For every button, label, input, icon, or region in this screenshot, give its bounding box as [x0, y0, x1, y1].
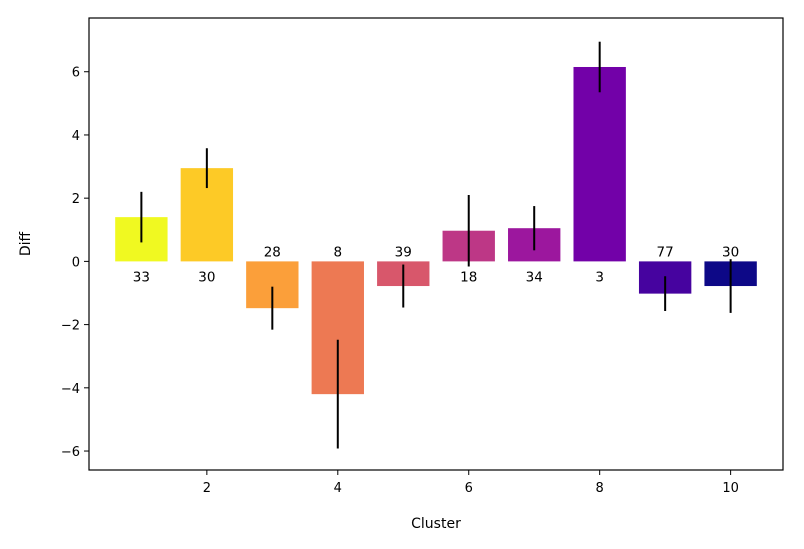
- bar-count-label: 30: [198, 269, 215, 285]
- x-tick-label: 2: [203, 481, 211, 496]
- bar-count-label: 18: [460, 269, 477, 285]
- y-axis-label: Diff: [18, 231, 34, 256]
- x-tick-label: 8: [596, 481, 604, 496]
- y-tick-label: 6: [72, 66, 80, 81]
- x-tick-label: 10: [722, 481, 739, 496]
- error-bars-layer: [140, 41, 732, 449]
- bar-count-label: 8: [333, 244, 342, 260]
- y-tick-label: −2: [61, 319, 80, 334]
- bar: [573, 66, 626, 262]
- bar-count-label: 30: [722, 244, 739, 260]
- x-tick-label: 6: [465, 481, 473, 496]
- y-tick-label: 4: [72, 129, 80, 144]
- bar-labels-layer: 33 30 28 8 39 18 34 3 77 30: [133, 244, 739, 285]
- y-tick-label: −4: [61, 382, 80, 397]
- plot-frame: [88, 17, 784, 471]
- x-tick-label: 4: [334, 481, 342, 496]
- y-tick-label: −6: [61, 445, 80, 460]
- x-axis-label: Cluster: [411, 516, 461, 532]
- bar-count-label: 39: [395, 244, 412, 260]
- y-tick-label: 0: [72, 255, 80, 270]
- bar-count-label: 33: [133, 269, 150, 285]
- bar-count-label: 28: [264, 244, 281, 260]
- y-axis-ticks: −6 −4 −2 0 2 4 6: [61, 66, 89, 460]
- bar-count-label: 77: [657, 244, 674, 260]
- x-axis-ticks: 2 4 6 8 10: [203, 470, 739, 496]
- bars-layer: [115, 66, 757, 395]
- bar-count-label: 3: [595, 269, 604, 285]
- y-tick-label: 2: [72, 192, 80, 207]
- bar-count-label: 34: [526, 269, 543, 285]
